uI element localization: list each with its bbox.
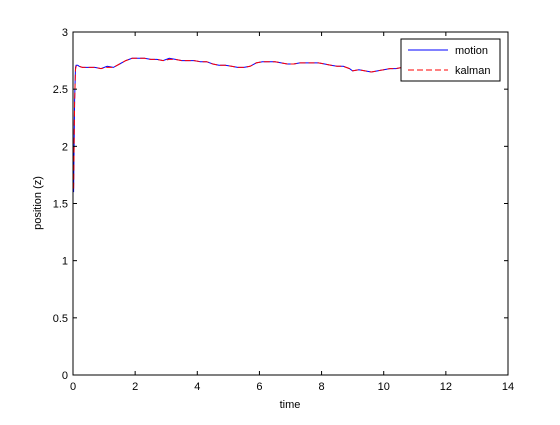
legend-box (400, 38, 501, 82)
x-tick-label: 14 (502, 381, 514, 393)
y-axis-label: position (z) (32, 176, 44, 230)
x-axis-label: time (280, 399, 301, 411)
y-tick-label: 0 (62, 370, 68, 382)
y-tick-label: 2 (62, 141, 68, 153)
legend: motion kalman (400, 38, 501, 82)
legend-kalman-label: kalman (455, 65, 490, 77)
x-tick-label: 6 (256, 381, 262, 393)
series-layer (73, 57, 406, 193)
y-tick-label: 1.5 (53, 199, 68, 211)
y-tick-label: 2.5 (53, 84, 68, 96)
x-tick-label: 0 (70, 381, 76, 393)
y-tick-label: 3 (62, 27, 68, 39)
plot-area (73, 32, 508, 375)
y-tick-label: 1 (62, 256, 68, 268)
legend-motion-label: motion (455, 45, 488, 57)
x-tick-label: 8 (319, 381, 325, 393)
x-tick-label: 2 (132, 381, 138, 393)
series-line-motion (73, 57, 406, 193)
ticks-layer: 0 2 4 6 8 10 12 14 0 0.5 1 1.5 2 2.5 3 (53, 27, 514, 393)
y-tick-label: 0.5 (53, 313, 68, 325)
x-tick-label: 4 (194, 381, 200, 393)
x-tick-label: 10 (378, 381, 390, 393)
x-tick-label: 12 (440, 381, 452, 393)
